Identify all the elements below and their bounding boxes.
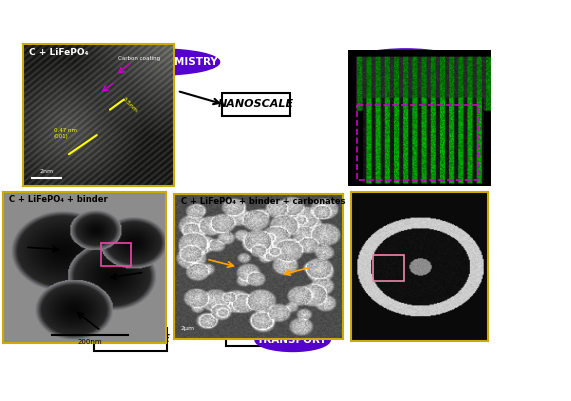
- Text: 2nm: 2nm: [39, 168, 53, 174]
- Text: 3.5nm: 3.5nm: [120, 96, 138, 114]
- Text: MICROSCALE: MICROSCALE: [90, 334, 171, 344]
- Bar: [357, 105, 478, 180]
- Text: C + LiFePO₄: C + LiFePO₄: [29, 49, 89, 57]
- FancyBboxPatch shape: [364, 288, 436, 311]
- Bar: [101, 243, 131, 266]
- Text: C + LiFePO₄ + binder + carbonates: C + LiFePO₄ + binder + carbonates: [181, 197, 345, 207]
- Ellipse shape: [96, 49, 220, 75]
- FancyBboxPatch shape: [410, 237, 456, 263]
- FancyBboxPatch shape: [222, 93, 291, 116]
- Text: MACROSCALE: MACROSCALE: [357, 294, 443, 304]
- Text: THERMOMECHANICS: THERMOMECHANICS: [345, 57, 465, 67]
- Text: C + LiFePO₄ + binder: C + LiFePO₄ + binder: [9, 196, 108, 205]
- Text: TRANSPORT: TRANSPORT: [258, 335, 328, 345]
- FancyBboxPatch shape: [94, 328, 167, 351]
- Text: Cell: Cell: [423, 241, 444, 251]
- Text: Carbon coating: Carbon coating: [119, 56, 160, 61]
- Bar: [373, 255, 404, 281]
- Text: NANOSCALE: NANOSCALE: [218, 99, 294, 109]
- Text: MESOSCALE: MESOSCALE: [222, 330, 297, 340]
- Text: 200nm: 200nm: [78, 339, 103, 345]
- Text: 0.47 nm
(001): 0.47 nm (001): [54, 128, 77, 139]
- Text: 2μm: 2μm: [181, 326, 195, 331]
- Text: (cut view): (cut view): [412, 250, 454, 259]
- Ellipse shape: [350, 49, 461, 75]
- Ellipse shape: [255, 328, 330, 352]
- FancyBboxPatch shape: [226, 323, 292, 346]
- Text: ELECTROCHEMISTRY: ELECTROCHEMISTRY: [98, 57, 218, 67]
